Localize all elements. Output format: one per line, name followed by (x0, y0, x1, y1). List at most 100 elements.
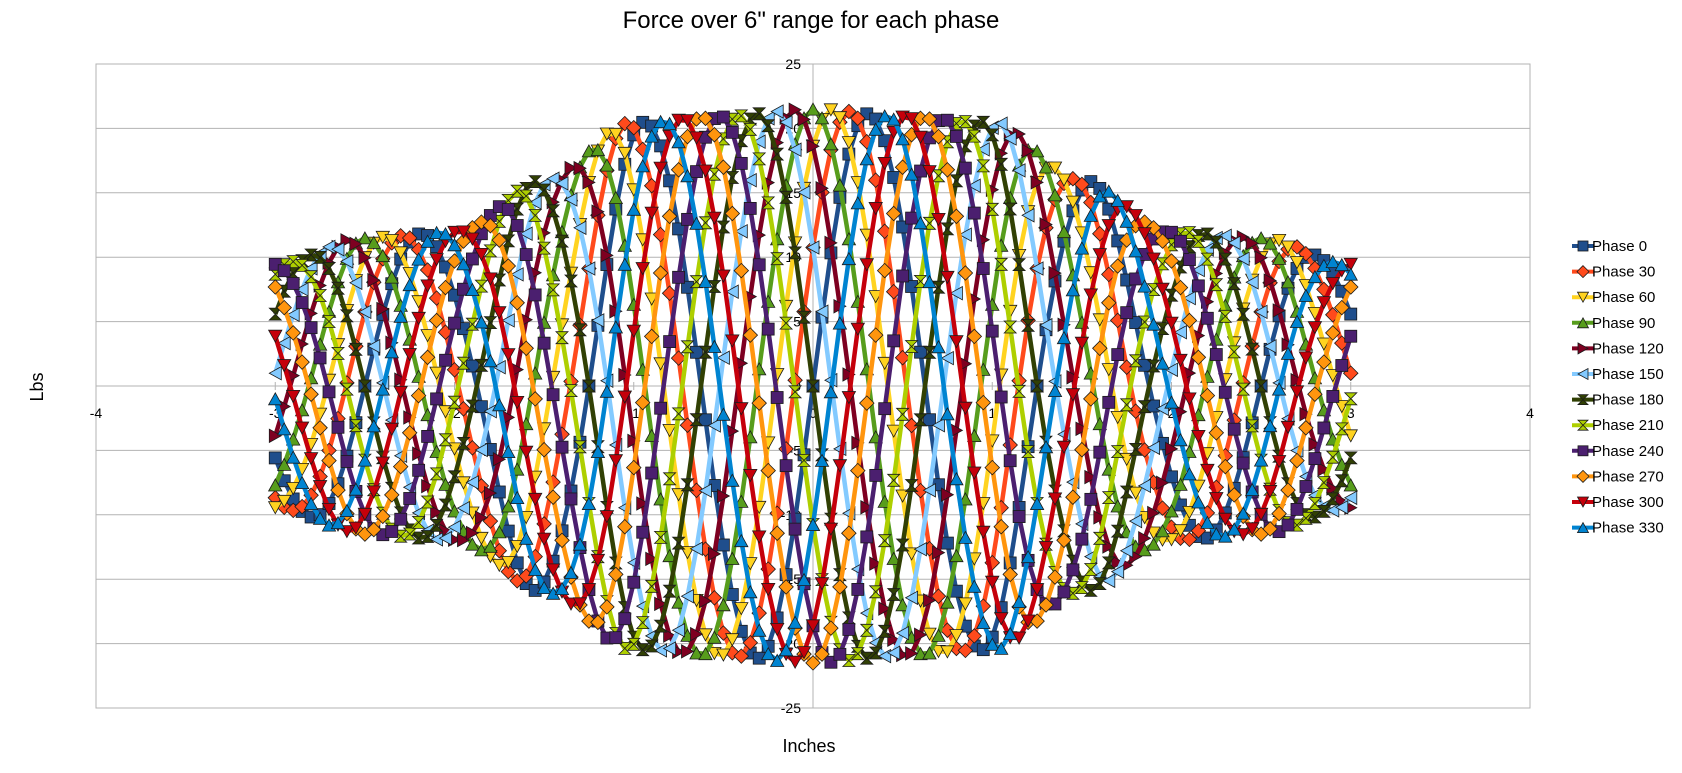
data-point-10-85 (1029, 583, 1045, 597)
data-point-11-76 (949, 471, 964, 486)
data-point-4-84 (1021, 143, 1035, 159)
data-point-10-47 (689, 131, 704, 145)
legend-marker-4 (1577, 342, 1589, 355)
data-point-11-97 (1137, 279, 1152, 293)
data-point-7-81 (994, 257, 1009, 271)
data-point-10-59 (796, 646, 812, 660)
legend-marker-3 (1576, 316, 1590, 329)
data-point-11-59 (796, 572, 812, 586)
data-point-4-117 (1317, 462, 1331, 477)
data-point-6-56 (770, 147, 785, 161)
data-point-10-34 (572, 597, 588, 611)
data-point-9-35 (581, 613, 597, 629)
data-point-9-18 (428, 312, 445, 329)
data-point-2-87 (1047, 161, 1063, 175)
data-point-6-32 (555, 234, 569, 248)
data-point-6-24 (483, 316, 498, 330)
data-point-11-86 (1038, 439, 1054, 454)
data-point-6-58 (788, 246, 803, 260)
data-point-4-73 (923, 593, 937, 608)
data-point-1-102 (1181, 531, 1198, 548)
data-point-9-118 (1325, 325, 1341, 341)
data-point-3-37 (599, 158, 615, 172)
data-point-2-76 (949, 629, 964, 643)
data-point-2-26 (501, 556, 516, 570)
data-point-8-57 (779, 459, 793, 473)
data-point-10-103 (1191, 429, 1206, 444)
data-point-4-12 (376, 301, 390, 317)
data-point-10-55 (760, 583, 776, 597)
data-point-7-77 (958, 115, 973, 128)
data-point-5-85 (1030, 261, 1044, 276)
data-point-4-71 (905, 646, 919, 661)
data-point-2-48 (698, 628, 713, 642)
data-point-4-34 (573, 160, 587, 176)
data-point-5-23 (474, 442, 488, 458)
data-point-7-93 (1101, 491, 1116, 505)
series-layer (267, 102, 1359, 671)
data-point-2-101 (1173, 524, 1188, 538)
data-point-3-75 (940, 595, 955, 609)
data-point-8-14 (394, 512, 408, 526)
data-point-4-98 (1147, 505, 1161, 521)
data-point-11-21 (456, 257, 471, 271)
data-point-9-117 (1316, 354, 1332, 370)
data-point-10-23 (474, 247, 489, 262)
data-point-10-5 (312, 480, 328, 494)
data-point-5-25 (492, 359, 506, 375)
data-point-4-87 (1048, 265, 1062, 281)
data-point-10-29 (527, 492, 543, 507)
data-point-11-118 (1325, 254, 1341, 269)
data-point-10-74 (931, 212, 946, 227)
data-point-11-17 (420, 234, 435, 248)
data-point-11-49 (707, 339, 722, 353)
series-phase-270 (267, 110, 1359, 671)
data-point-9-36 (590, 614, 606, 631)
data-point-7-68 (877, 534, 892, 548)
data-point-3-101 (1173, 477, 1188, 491)
data-point-5-101 (1173, 324, 1187, 340)
data-point-8-7 (331, 420, 345, 434)
data-point-11-116 (1307, 269, 1323, 284)
data-point-11-25 (492, 397, 507, 412)
data-point-5-45 (671, 622, 685, 638)
data-point-9-93 (1101, 295, 1117, 311)
y-axis-label: Lbs (27, 372, 47, 401)
data-point-9-55 (760, 462, 776, 479)
data-point-10-117 (1316, 296, 1332, 310)
data-point-2-102 (1182, 505, 1197, 520)
data-point-6-119 (1334, 474, 1349, 488)
data-point-10-25 (492, 306, 507, 320)
legend-label-5: Phase 150 (1592, 366, 1664, 383)
data-point-6-106 (1218, 252, 1233, 266)
data-point-7-117 (1316, 476, 1331, 490)
data-point-10-114 (1289, 385, 1305, 399)
data-point-10-1 (276, 359, 292, 373)
data-point-10-99 (1155, 282, 1170, 297)
data-point-9-81 (993, 518, 1009, 535)
data-point-7-107 (1227, 345, 1242, 359)
data-point-10-53 (743, 468, 758, 483)
legend-marker-5 (1577, 367, 1589, 381)
data-point-8-20 (448, 316, 461, 330)
data-point-10-61 (814, 577, 830, 591)
data-point-5-9 (349, 275, 363, 291)
data-point-7-96 (1128, 354, 1143, 368)
data-point-10-111 (1262, 484, 1278, 499)
data-point-11-52 (734, 533, 749, 548)
data-point-4-33 (564, 160, 578, 176)
data-point-4-74 (932, 545, 946, 560)
data-point-7-17 (420, 495, 435, 509)
data-point-10-56 (769, 623, 785, 637)
data-point-10-30 (536, 532, 552, 546)
data-point-9-106 (1217, 458, 1234, 475)
data-point-6-31 (546, 204, 561, 218)
legend-marker-8 (1577, 445, 1589, 457)
data-point-11-98 (1146, 317, 1161, 331)
data-point-0-0 (268, 451, 282, 465)
data-point-2-94 (1110, 410, 1125, 425)
data-point-9-12 (375, 508, 391, 525)
data-point-5-7 (331, 242, 345, 257)
data-point-10-39 (617, 390, 633, 404)
data-point-10-16 (411, 311, 426, 326)
